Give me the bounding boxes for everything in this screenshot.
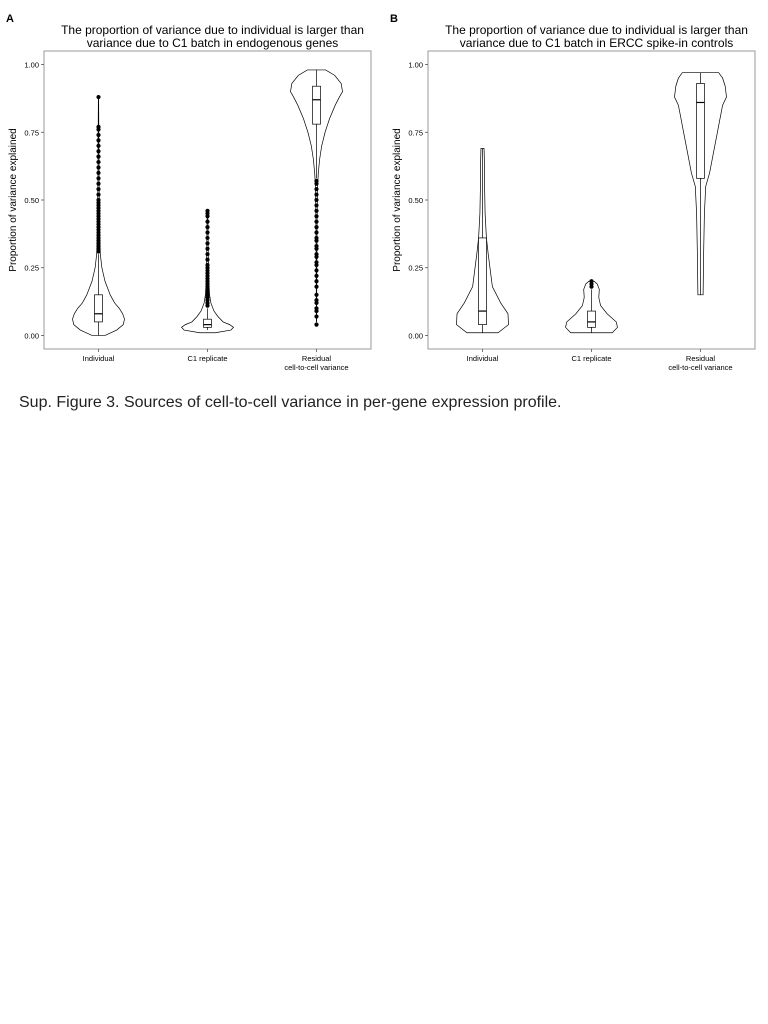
- y-tick-label: 1.00: [408, 61, 423, 70]
- outlier-point: [96, 159, 101, 165]
- x-tick-label: Individual: [467, 354, 499, 363]
- chart-title-line: The proportion of variance due to indivi…: [445, 23, 748, 37]
- box-iqr: [94, 294, 103, 323]
- box-iqr: [203, 318, 212, 328]
- outlier-point: [314, 292, 319, 297]
- chart-title-line: The proportion of variance due to indivi…: [61, 23, 364, 37]
- outlier-point: [96, 170, 101, 176]
- y-tick-label: 0.25: [408, 264, 423, 273]
- y-tick-label: 0.75: [408, 128, 423, 137]
- outlier-point: [314, 273, 319, 278]
- violin-group: [565, 279, 618, 334]
- outlier-point: [205, 257, 210, 262]
- outlier-point: [589, 279, 594, 284]
- outlier-point: [205, 241, 210, 246]
- outlier-point: [314, 224, 319, 230]
- y-tick-label: 0.50: [408, 196, 423, 205]
- y-tick-label: 0.25: [24, 264, 39, 273]
- outlier-point: [314, 298, 319, 303]
- y-tick-label: 1.00: [24, 61, 39, 70]
- panel-b: B The proportion of variance due to indiv…: [384, 0, 768, 390]
- outlier-point: [314, 284, 319, 289]
- outlier-point: [205, 235, 210, 241]
- outlier-point: [314, 187, 319, 192]
- x-tick-label: Individual: [83, 354, 115, 363]
- x-tick-label: C1 replicate: [571, 354, 611, 363]
- x-tick-label: cell-to-cell variance: [668, 363, 732, 372]
- outlier-point: [314, 203, 319, 208]
- chart-title-line: variance due to C1 batch in ERCC spike-i…: [460, 36, 733, 50]
- outlier-point: [314, 230, 319, 235]
- outlier-point: [205, 219, 210, 224]
- outlier-point: [314, 322, 319, 327]
- box-iqr: [312, 85, 321, 125]
- x-tick-label: Residual: [302, 354, 332, 363]
- outlier-point: [314, 268, 319, 273]
- outlier-point: [314, 219, 319, 224]
- outlier-point: [314, 235, 319, 241]
- y-tick-label: 0.00: [24, 331, 39, 340]
- outlier-point: [314, 197, 319, 203]
- outlier-point: [314, 208, 319, 213]
- outlier-point: [314, 252, 319, 257]
- outlier-point: [314, 243, 319, 249]
- outlier-point: [96, 94, 101, 100]
- outlier-point: [314, 306, 319, 311]
- box-iqr: [696, 83, 705, 179]
- outlier-point: [96, 132, 101, 138]
- violin-group: [72, 94, 125, 336]
- violin-outline: [565, 280, 618, 334]
- outlier-point: [314, 178, 319, 184]
- box-iqr: [478, 237, 487, 325]
- outlier-point: [96, 143, 101, 148]
- outlier-point: [314, 314, 319, 319]
- violin-outline: [456, 148, 509, 334]
- figure-caption: Sup. Figure 3. Sources of cell-to-cell v…: [19, 394, 562, 411]
- outlier-point: [96, 124, 101, 129]
- outlier-point: [96, 154, 101, 159]
- violin-outline: [674, 72, 727, 296]
- outlier-point: [314, 192, 319, 197]
- outlier-point: [314, 279, 319, 284]
- outlier-point: [205, 230, 210, 235]
- outlier-point: [314, 214, 319, 219]
- outlier-point: [205, 252, 210, 257]
- x-tick-label: cell-to-cell variance: [284, 363, 348, 372]
- outlier-point: [96, 149, 101, 154]
- panel-label: A: [6, 13, 14, 25]
- y-tick-label: 0.00: [408, 331, 423, 340]
- outlier-point: [96, 138, 101, 143]
- violin-outline: [290, 69, 343, 323]
- outlier-point: [205, 224, 210, 230]
- violin-group: [290, 69, 343, 327]
- chart-title-line: variance due to C1 batch in endogenous g…: [87, 36, 339, 50]
- outlier-point: [205, 208, 210, 213]
- outlier-point: [314, 260, 319, 265]
- y-tick-label: 0.75: [24, 128, 39, 137]
- violin-group: [180, 208, 235, 334]
- violin-group: [674, 72, 727, 296]
- violin-chart-svg: A The proportion of variance due to indiv…: [6, 13, 372, 372]
- x-tick-label: Residual: [686, 354, 716, 363]
- y-axis-label: Proportion of variance explained: [8, 128, 19, 271]
- box-iqr: [587, 310, 596, 328]
- outlier-point: [205, 246, 210, 251]
- y-axis-label: Proportion of variance explained: [392, 128, 403, 271]
- violin-chart-svg: B The proportion of variance due to indiv…: [390, 13, 756, 372]
- outlier-point: [205, 262, 210, 268]
- outlier-point: [96, 165, 101, 170]
- outlier-point: [96, 181, 101, 186]
- panel-a: A The proportion of variance due to indiv…: [0, 0, 384, 390]
- outlier-point: [96, 197, 101, 203]
- outlier-point: [96, 192, 101, 197]
- outlier-point: [96, 176, 101, 181]
- outlier-point: [96, 187, 101, 192]
- x-tick-label: C1 replicate: [187, 354, 227, 363]
- panel-label: B: [390, 13, 398, 25]
- violin-group: [456, 148, 509, 334]
- y-tick-label: 0.50: [24, 196, 39, 205]
